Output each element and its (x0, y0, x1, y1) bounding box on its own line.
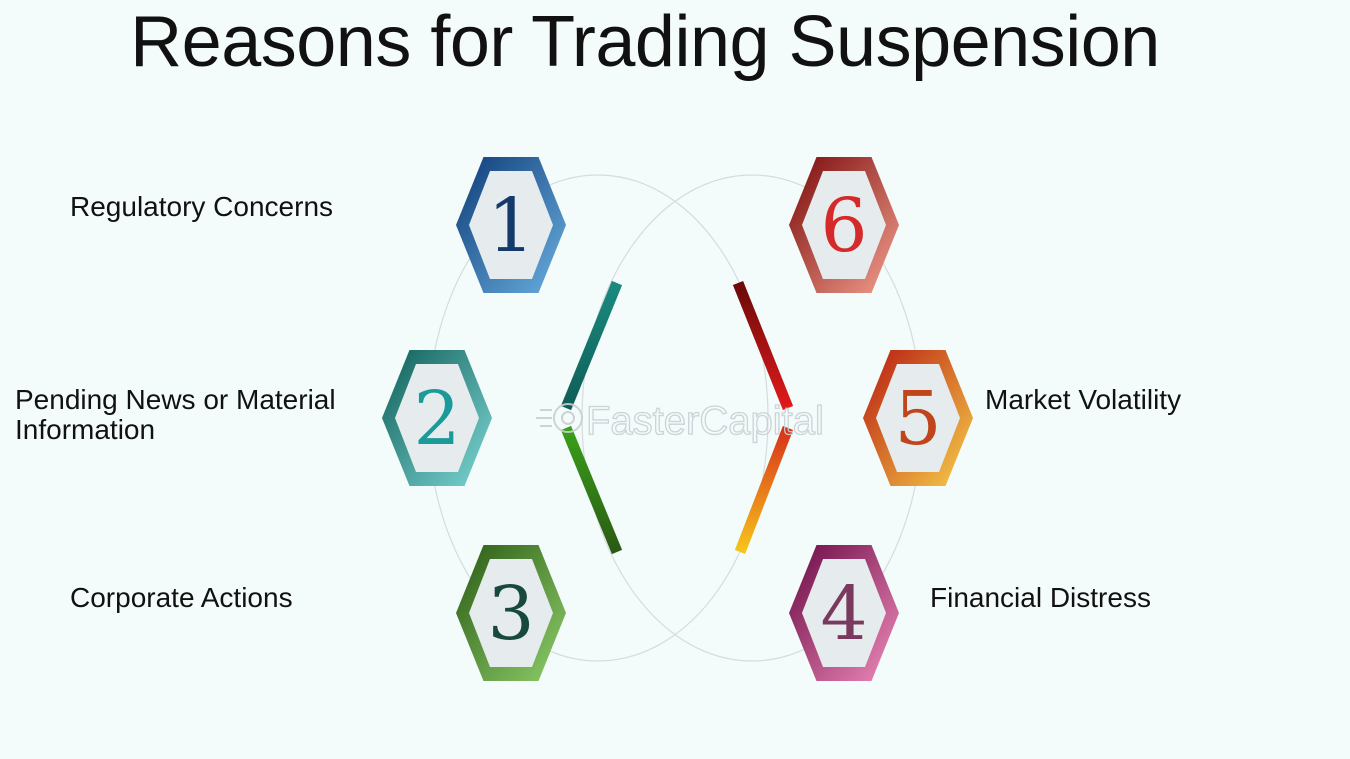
hexagon-number: 3 (487, 571, 534, 657)
hexagon-face (395, 364, 479, 472)
hex-edge-bottom-right (734, 426, 794, 554)
label-pending-news: Pending News or Material Information (15, 384, 336, 445)
hexagon-1: 1 (456, 157, 566, 293)
watermark-text: FasterCapital (586, 399, 824, 443)
hexagon-face (802, 559, 886, 667)
hexagon-face (469, 171, 553, 279)
hexagon-3: 3 (456, 545, 566, 681)
hexagon-face (876, 364, 960, 472)
hexagon-number: 5 (894, 376, 941, 462)
hex-edge-top-right (732, 280, 794, 411)
hexagon-number: 2 (413, 376, 460, 462)
watermark: FasterCapital (536, 398, 825, 444)
page-title: Reasons for Trading Suspension (130, 2, 1160, 82)
hexagon-2: 2 (382, 350, 492, 486)
label-market-volatility: Market Volatility (985, 384, 1182, 415)
hexagon-badges: 1 2 3 4 5 6 (382, 157, 973, 681)
hexagon-number: 4 (820, 571, 867, 657)
hex-edge-bottom-left (560, 425, 623, 555)
hex-edge-top-left (560, 280, 623, 411)
hexagon-face (469, 559, 553, 667)
central-hexagon (560, 273, 794, 563)
hexagon-6: 6 (789, 157, 899, 293)
gear-icon (536, 403, 583, 433)
label-financial-distress: Financial Distress (930, 582, 1151, 613)
label-regulatory-concerns: Regulatory Concerns (70, 191, 334, 222)
label-corporate-actions: Corporate Actions (70, 582, 293, 613)
hexagon-number: 6 (820, 183, 867, 269)
hexagon-number: 1 (487, 183, 534, 269)
hexagon-4: 4 (789, 545, 899, 681)
hexagon-face (802, 171, 886, 279)
hexagon-5: 5 (863, 350, 973, 486)
